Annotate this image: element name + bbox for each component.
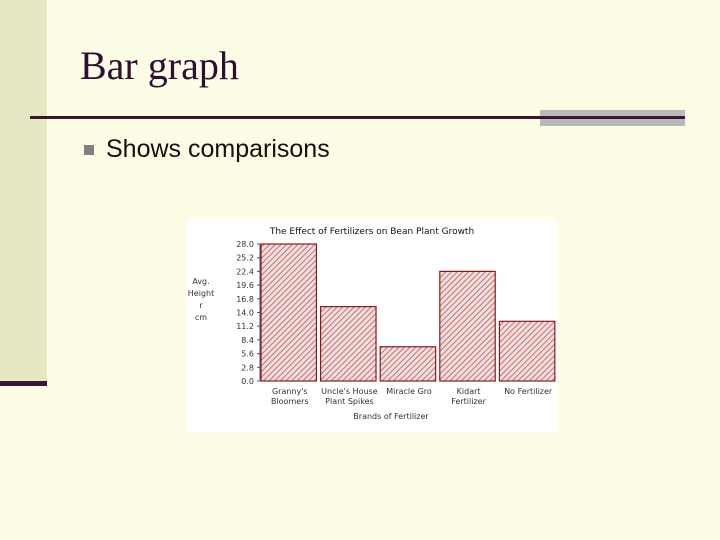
bar <box>320 306 377 382</box>
y-axis-label-line: cm <box>195 313 207 322</box>
y-axis-label-line: Height <box>188 289 214 298</box>
x-axis-label: Brands of Fertilizer <box>353 412 429 421</box>
y-axis-label-line: r <box>199 301 203 310</box>
y-tick-label: 14.0 <box>236 309 254 318</box>
y-tick-label: 0.0 <box>241 377 254 386</box>
y-tick-label: 8.4 <box>241 336 254 345</box>
y-axis-label: Avg. Height r cm <box>188 277 214 322</box>
bullet-item: Shows comparisons <box>84 135 330 164</box>
chart-svg: The Effect of Fertilizers on Bean Plant … <box>188 227 556 421</box>
y-axis-ticks: 28.0 25.2 22.4 19.6 16.8 14.0 11.2 8.4 5.6 2.8 0.0 <box>236 240 261 386</box>
square-bullet-icon <box>84 144 94 155</box>
y-tick-label: 25.2 <box>236 254 254 263</box>
x-tick-label: Kidart <box>457 387 481 396</box>
left-decor-line <box>0 381 47 386</box>
bar <box>260 243 318 382</box>
bar <box>379 346 437 382</box>
x-tick-label: Uncle's House <box>321 387 378 396</box>
x-tick-label: Plant Spikes <box>325 397 374 406</box>
y-tick-label: 2.8 <box>241 363 254 372</box>
bars <box>260 243 556 382</box>
bar-chart: The Effect of Fertilizers on Bean Plant … <box>186 220 558 432</box>
x-tick-label: Miracle Gro <box>386 387 432 396</box>
chart-title: The Effect of Fertilizers on Bean Plant … <box>269 227 474 237</box>
y-tick-label: 19.6 <box>236 281 254 290</box>
bullet-text: Shows comparisons <box>106 135 330 163</box>
slide-title: Bar graph <box>80 43 239 88</box>
y-tick-label: 5.6 <box>241 350 254 359</box>
y-tick-label: 11.2 <box>236 322 254 331</box>
x-tick-label: No Fertilizer <box>504 387 553 396</box>
x-tick-label: Fertilizer <box>451 397 486 406</box>
y-tick-label: 22.4 <box>236 267 254 276</box>
x-tick-label: Granny's <box>272 387 308 396</box>
left-decor-bar <box>0 0 47 382</box>
y-axis-label-line: Avg. <box>192 277 209 286</box>
y-tick-label: 16.8 <box>236 295 254 304</box>
bar <box>439 270 496 382</box>
x-tick-label: Bloomers <box>271 397 309 406</box>
y-tick-label: 28.0 <box>236 240 254 249</box>
title-rule <box>30 116 685 119</box>
bar <box>498 320 556 382</box>
